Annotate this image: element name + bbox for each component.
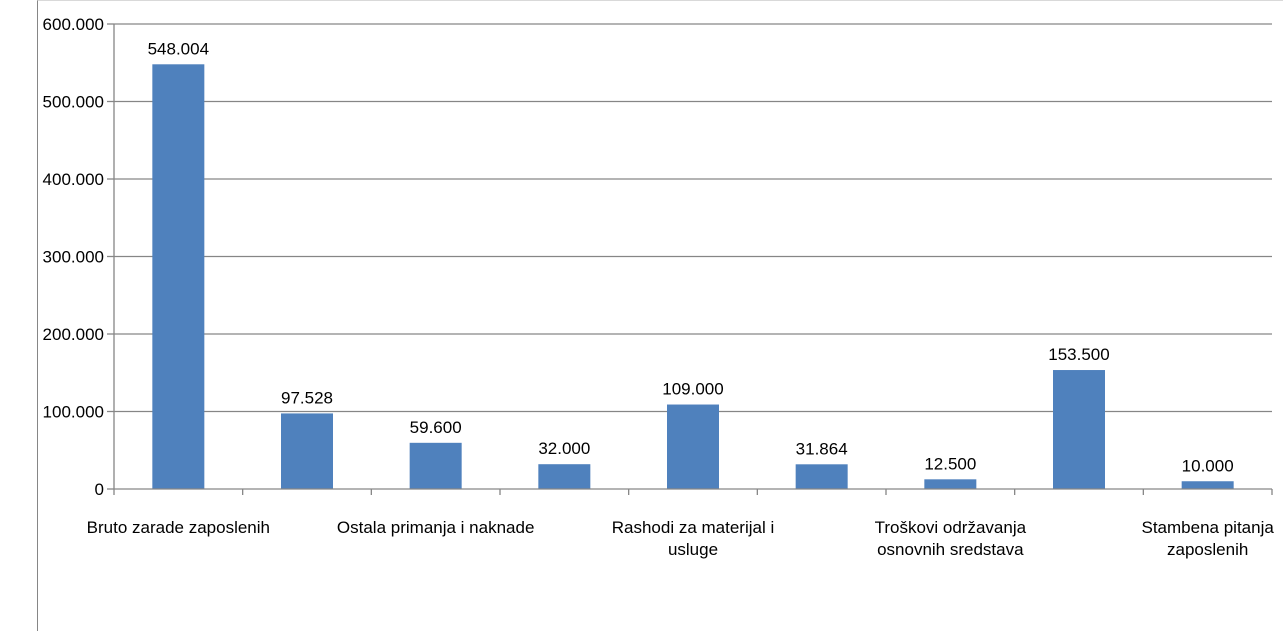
bar (152, 64, 205, 489)
bar (409, 442, 462, 489)
x-category-label: Troškovi održavanja osnovnih sredstava (875, 518, 1027, 559)
y-tick-label: 200.000 (43, 325, 104, 344)
data-label: 548.004 (148, 39, 209, 58)
bar (667, 404, 719, 489)
x-category-label: Bruto zarade zaposlenih (87, 518, 270, 537)
x-axis: Bruto zarade zaposlenih Ostala primanja i… (87, 488, 1275, 559)
y-tick-label: 400.000 (43, 170, 104, 189)
data-label: 109.000 (662, 380, 723, 399)
data-label: 59.600 (410, 418, 462, 437)
data-labels: 548.004 97.528 59.600 32.000 109.000 31.864 12… (148, 39, 1234, 475)
x-category-label: Rashodi za materijal i usluge (612, 518, 775, 559)
bar (924, 479, 977, 489)
bar (1181, 481, 1234, 489)
y-tick-label: 500.000 (43, 93, 104, 112)
bar (795, 464, 848, 489)
y-axis: 0 100.000 200.000 300.000 400.000 500.000 600.… (43, 15, 115, 499)
y-tick-label: 100.000 (43, 403, 104, 422)
data-label: 10.000 (1182, 456, 1234, 475)
chart-frame (37, 0, 1283, 631)
data-label: 97.528 (281, 388, 333, 407)
bar (538, 464, 591, 489)
bar (281, 413, 333, 489)
data-label: 153.500 (1048, 345, 1109, 364)
data-label: 12.500 (924, 454, 976, 473)
bar (1053, 370, 1105, 489)
y-tick-label: 0 (95, 480, 104, 499)
x-category-label: Stambena pitanja zaposlenih (1142, 518, 1275, 559)
y-tick-label: 600.000 (43, 15, 104, 34)
bars (152, 64, 1234, 489)
data-label: 31.864 (796, 439, 848, 458)
x-category-label: Ostala primanja i naknade (337, 518, 535, 537)
data-label: 32.000 (538, 439, 590, 458)
y-tick-label: 300.000 (43, 248, 104, 267)
